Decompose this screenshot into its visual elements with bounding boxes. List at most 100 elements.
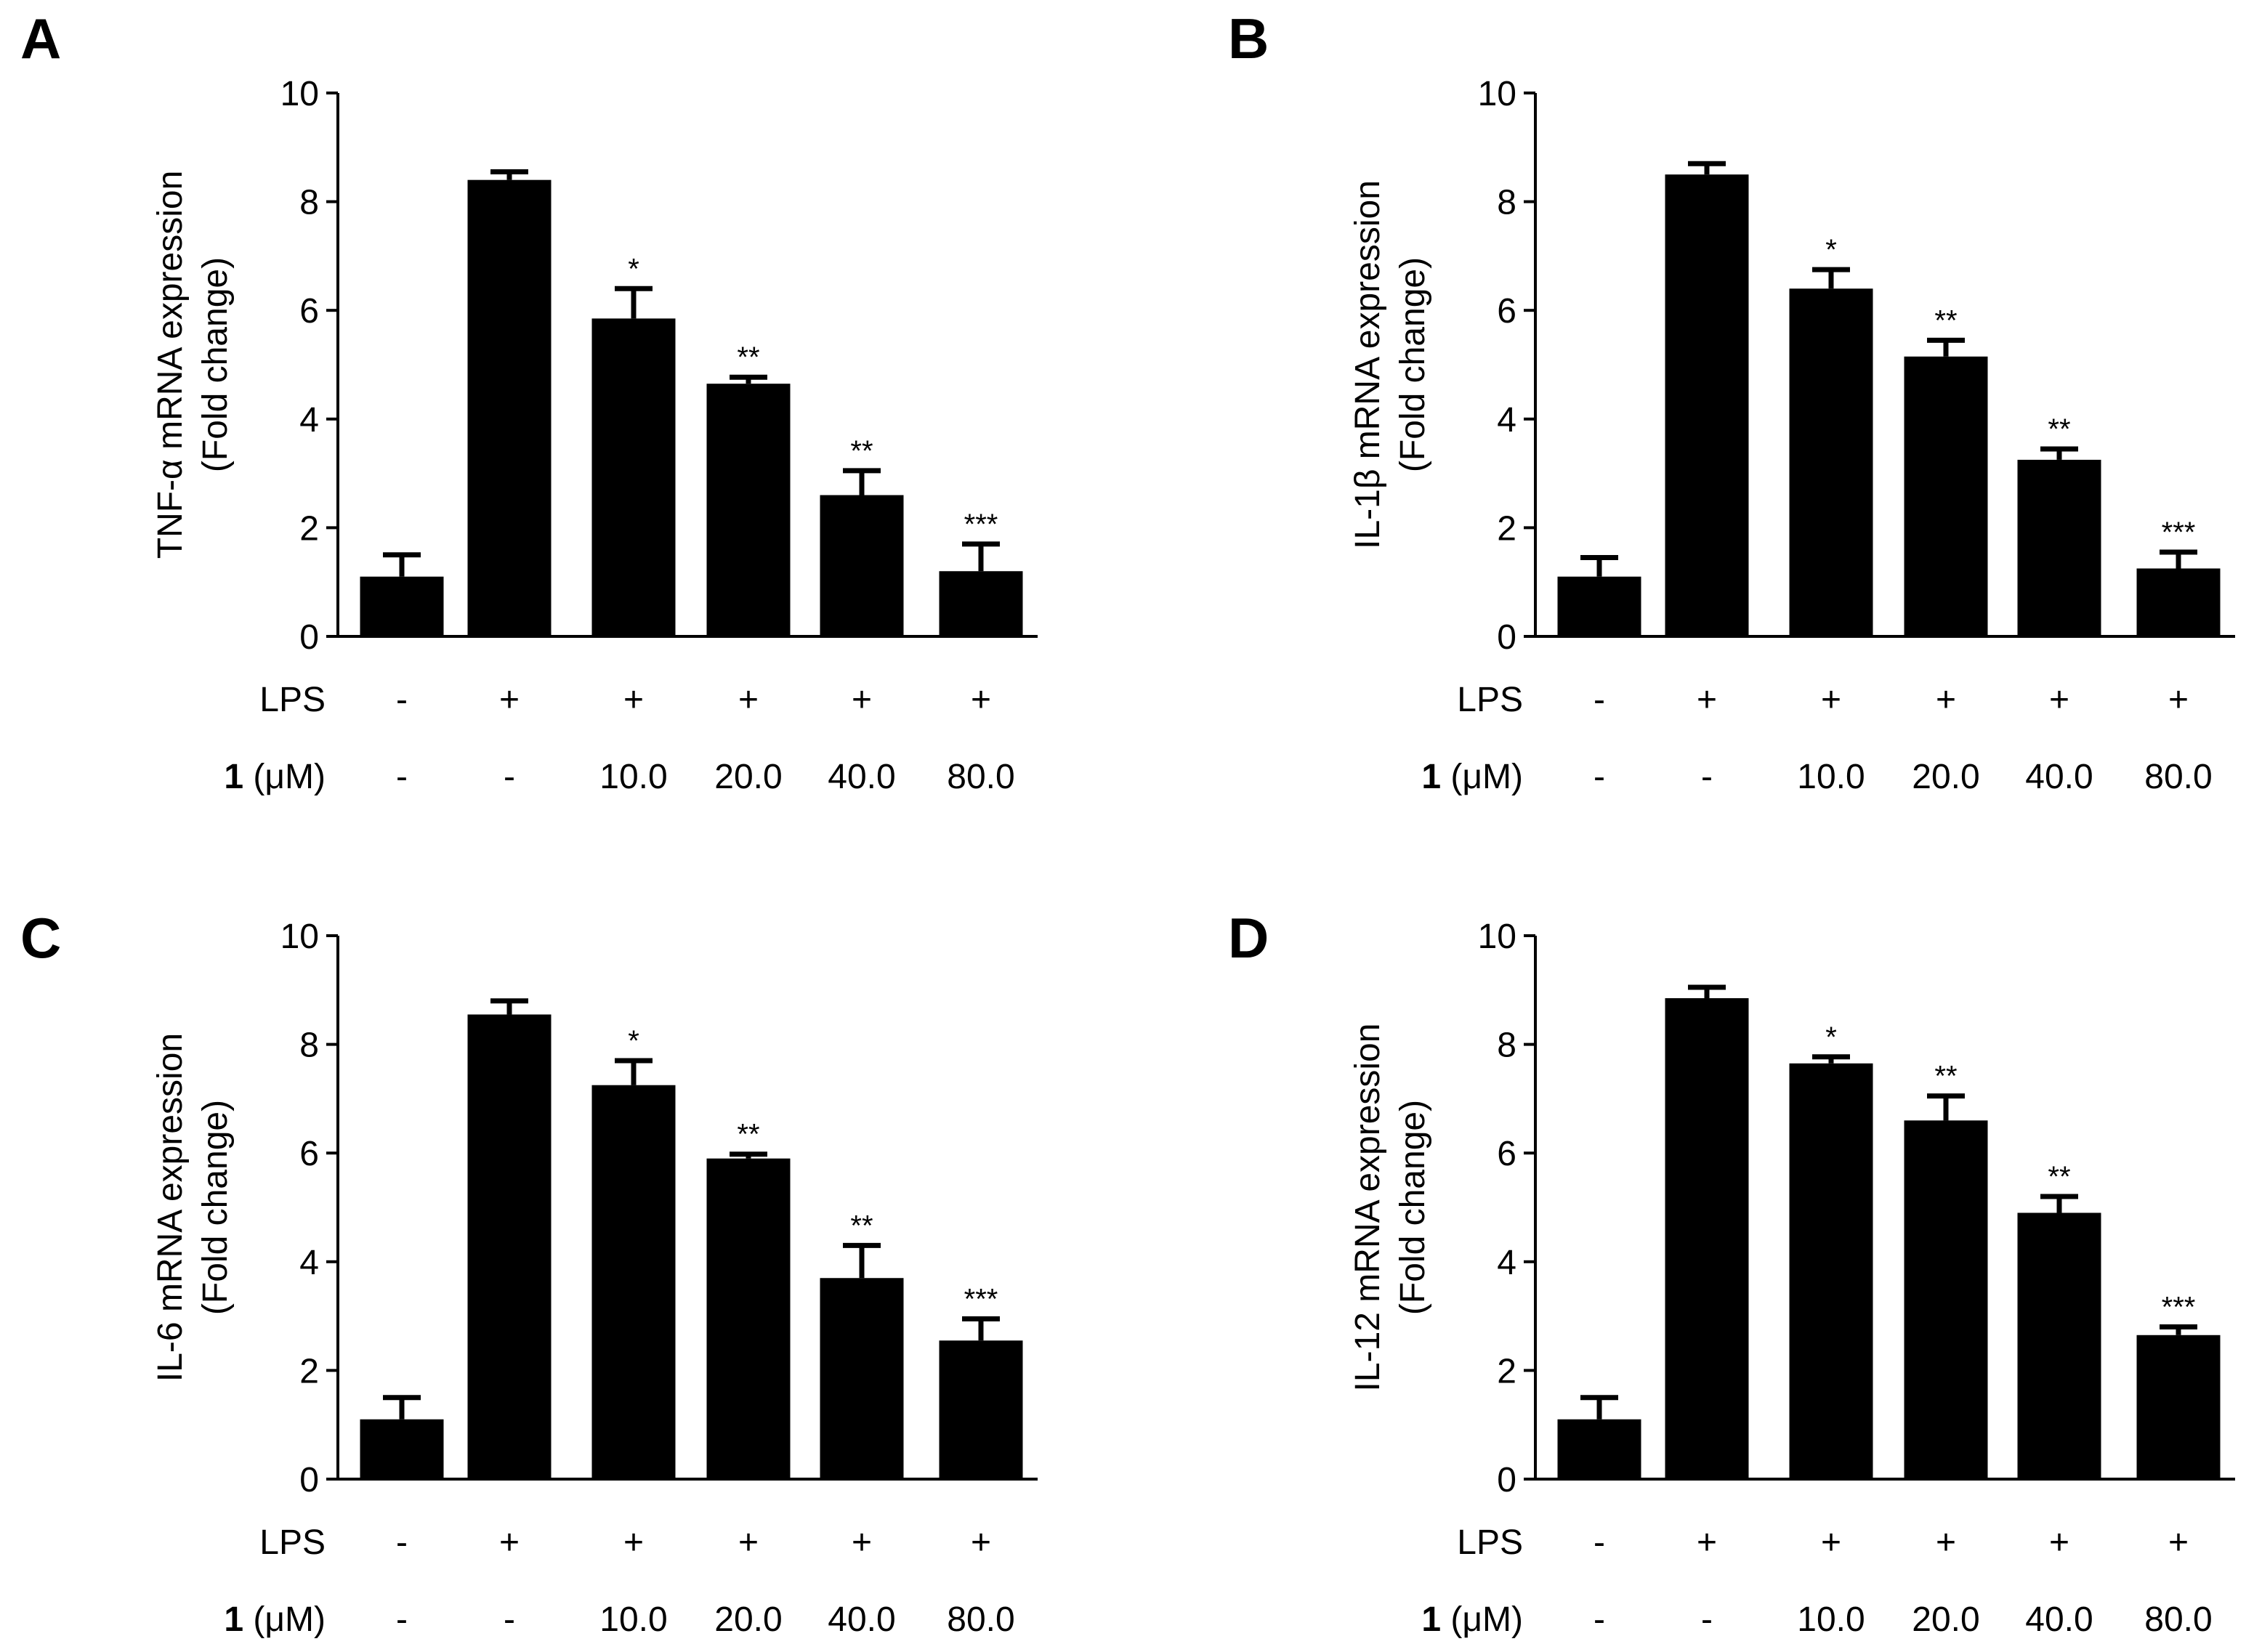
lps-cell: - [396,681,408,719]
y-axis-label: IL-1β mRNA expression [1349,180,1387,549]
y-tick-label: 6 [299,1135,319,1173]
bar [2017,459,2101,636]
y-tick-label: 2 [299,509,319,548]
lps-cell: + [623,1523,644,1562]
compound-dose-cell: - [1594,758,1605,796]
significance-marker: ** [1934,1061,1957,1093]
compound-dose-cell: - [1594,1600,1605,1639]
significance-marker: * [628,253,639,285]
compound-number: 1 [224,1600,243,1639]
y-tick-label: 0 [1497,618,1516,657]
significance-marker: * [628,1025,639,1057]
y-tick-label: 4 [1497,401,1516,440]
compound-dose-cell: 80.0 [2144,1600,2212,1639]
compound-row-label: 1 (μM) [224,758,326,796]
lps-cell: + [971,1523,991,1562]
compound-dose-cell: 40.0 [828,758,895,796]
compound-unit: (μM) [1441,1600,1523,1639]
panel-letter: A [20,7,61,70]
bar [939,571,1023,636]
bar [1904,1120,1988,1479]
y-tick-label: 0 [299,618,319,657]
lps-cell: + [1821,681,1841,719]
y-axis-label-unit: (Fold change) [1394,257,1432,472]
panel-letter: B [1228,7,1269,70]
panel-letter: C [20,906,61,970]
compound-dose-cell: 10.0 [1797,758,1865,796]
compound-dose-cell: 40.0 [2025,758,2093,796]
lps-row-label: LPS [259,681,326,719]
compound-dose-cell: 10.0 [599,1600,667,1639]
y-axis-label-unit: (Fold change) [196,257,235,472]
lps-cell: - [1594,1523,1605,1562]
bar [360,1419,444,1479]
compound-dose-cell: 10.0 [599,758,667,796]
significance-marker: ** [850,435,873,467]
compound-dose-cell: - [396,758,408,796]
y-tick-label: 10 [280,75,319,113]
significance-marker: ** [737,341,759,373]
lps-row-label: LPS [1457,1523,1523,1562]
chart-panel-B: B 0 2 4 6 8 10 IL-1β mRNA expression (Fold chang… [1228,7,2235,796]
compound-unit: (μM) [1441,758,1523,796]
significance-marker: *** [964,509,998,540]
y-tick-label: 4 [1497,1244,1516,1282]
compound-number: 1 [1421,758,1441,796]
y-axis-label-unit: (Fold change) [1394,1100,1432,1315]
lps-cell: + [1821,1523,1841,1562]
y-tick-label: 2 [1497,1352,1516,1390]
bar [706,384,791,636]
bar [820,1278,904,1479]
significance-marker: *** [2162,517,2196,548]
lps-cell: + [623,681,644,719]
compound-dose-cell: - [504,758,515,796]
lps-cell: - [1594,681,1605,719]
compound-dose-cell: 20.0 [714,758,782,796]
lps-cell: + [1697,681,1717,719]
lps-cell: + [852,1523,872,1562]
compound-unit: (μM) [243,1600,326,1639]
significance-marker: * [1825,1021,1837,1053]
bar [939,1340,1023,1479]
y-tick-label: 4 [299,1244,319,1282]
lps-cell: + [1936,681,1956,719]
lps-cell: + [971,681,991,719]
lps-row-label: LPS [259,1523,326,1562]
bar [2136,568,2221,636]
y-tick-label: 8 [299,1027,319,1065]
significance-marker: *** [964,1283,998,1315]
compound-dose-cell: 20.0 [714,1600,782,1639]
lps-cell: + [738,1523,759,1562]
bar [2017,1212,2101,1479]
y-axis-label: IL-12 mRNA expression [1349,1024,1387,1392]
bar [360,576,444,636]
compound-number: 1 [1421,1600,1441,1639]
y-tick-label: 6 [1497,292,1516,331]
bar [591,1085,676,1479]
compound-dose-cell: - [1701,758,1713,796]
significance-marker: ** [737,1119,759,1151]
compound-dose-cell: - [504,1600,515,1639]
lps-cell: + [2049,1523,2069,1562]
y-tick-label: 8 [1497,184,1516,222]
bar [467,1014,552,1479]
y-tick-label: 4 [299,401,319,440]
chart-panel-C: C 0 2 4 6 8 10 IL-6 mRNA expression (Fold change… [20,906,1038,1639]
y-tick-label: 10 [280,918,319,956]
y-tick-label: 2 [1497,509,1516,548]
lps-cell: + [738,681,759,719]
y-tick-label: 10 [1478,918,1516,956]
y-tick-label: 0 [299,1461,319,1499]
lps-cell: + [2168,1523,2189,1562]
chart-panel-D: D 0 2 4 6 8 10 IL-12 mRNA expression (Fold chang… [1228,906,2235,1639]
bar [1904,356,1988,636]
significance-marker: ** [2048,1161,2070,1193]
compound-dose-cell: - [396,1600,408,1639]
compound-row-label: 1 (μM) [1421,1600,1523,1639]
compound-dose-cell: 10.0 [1797,1600,1865,1639]
lps-cell: + [852,681,872,719]
y-tick-label: 2 [299,1352,319,1390]
y-axis-label: TNF-α mRNA expression [151,171,190,559]
bar [591,318,676,636]
lps-cell: - [396,1523,408,1562]
